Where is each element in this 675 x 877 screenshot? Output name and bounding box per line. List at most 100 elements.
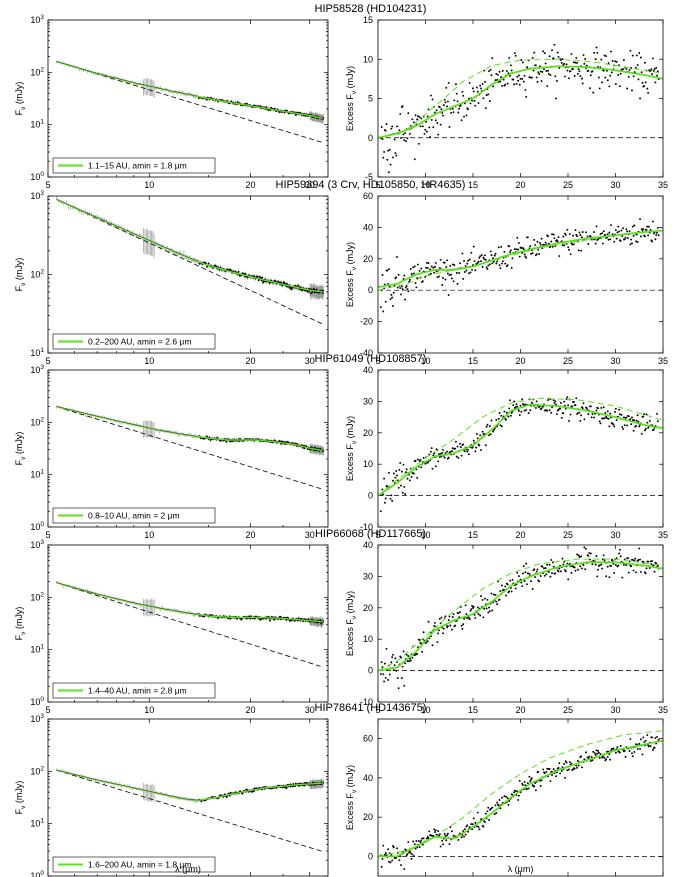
excess-point	[560, 61, 563, 64]
excess-point	[597, 76, 600, 79]
excess-point	[474, 269, 477, 272]
excess-point	[482, 825, 485, 828]
excess-plot: 5 10 15 20 25 30 35 -5 0 5 10 15 Excess Fν (mJy)	[345, 15, 668, 190]
excess-point	[384, 300, 387, 303]
excess-point	[544, 567, 547, 570]
data-point	[225, 440, 228, 443]
excess-point	[523, 74, 526, 77]
excess-point	[641, 229, 644, 232]
excess-point	[640, 71, 643, 74]
excess-point	[568, 233, 571, 235]
excess-point	[518, 83, 521, 86]
excess-point	[450, 450, 453, 453]
excess-point	[644, 81, 647, 84]
excess-point	[487, 806, 490, 809]
excess-point	[599, 233, 602, 235]
excess-point	[400, 677, 403, 680]
excess-point	[469, 102, 472, 105]
excess-point	[480, 260, 482, 263]
excess-point	[623, 238, 626, 241]
excess-point	[646, 421, 649, 424]
excess-point	[401, 665, 404, 668]
excess-point	[622, 427, 625, 430]
data-point	[290, 288, 293, 290]
excess-point	[490, 419, 493, 422]
excess-point	[552, 233, 555, 236]
excess-point	[550, 559, 553, 561]
excess-point	[480, 449, 482, 451]
excess-point	[397, 687, 400, 690]
excess-point	[529, 409, 532, 412]
excess-point	[633, 750, 636, 753]
excess-point	[403, 139, 406, 142]
excess-point	[462, 443, 465, 446]
excess-point	[455, 455, 458, 458]
excess-point	[406, 477, 409, 480]
x-tick-label: 30	[610, 180, 620, 190]
data-point	[265, 106, 268, 109]
excess-point	[484, 444, 487, 447]
y-tick-label: 10	[363, 634, 373, 644]
excess-point	[645, 228, 648, 231]
excess-point	[413, 158, 416, 161]
excess-point	[485, 607, 488, 610]
x-tick-label: 5	[45, 530, 50, 540]
excess-point	[420, 839, 423, 842]
excess-point	[477, 613, 480, 616]
excess-point	[579, 419, 582, 422]
excess-point	[517, 79, 520, 82]
excess-point	[414, 282, 417, 285]
excess-point	[451, 447, 454, 450]
excess-point	[499, 424, 502, 427]
excess-point	[468, 618, 471, 621]
sed-axes	[47, 369, 329, 528]
model-line	[377, 65, 664, 139]
excess-point	[530, 777, 533, 780]
excess-point	[468, 826, 471, 829]
excess-point	[494, 252, 497, 255]
excess-point	[639, 558, 642, 561]
observed-line	[56, 406, 198, 437]
excess-point	[653, 67, 656, 70]
excess-point	[647, 225, 650, 228]
excess-point	[420, 117, 423, 120]
excess-point	[526, 782, 529, 785]
excess-point	[499, 590, 502, 593]
data-point	[294, 285, 297, 287]
excess-point	[635, 233, 638, 236]
excess-point	[402, 463, 405, 466]
excess-point	[654, 81, 657, 84]
panel-title: HIP58528 (HD104231)	[315, 3, 427, 15]
excess-point	[608, 576, 611, 579]
excess-point	[580, 755, 583, 758]
excess-point	[422, 837, 425, 840]
excess-point	[551, 572, 553, 575]
excess-point	[502, 78, 505, 81]
excess-point	[567, 404, 570, 407]
excess-point	[477, 260, 480, 263]
excess-point	[653, 746, 656, 749]
excess-point	[404, 298, 407, 301]
excess-point	[618, 552, 621, 555]
excess-point	[572, 234, 574, 237]
x-tick-label: 10	[420, 705, 430, 715]
excess-point	[536, 568, 539, 571]
x-tick-label: 15	[468, 356, 478, 366]
excess-point	[454, 447, 457, 450]
excess-point	[612, 423, 615, 426]
excess-point	[631, 225, 634, 228]
excess-axes	[377, 369, 664, 528]
excess-point	[608, 85, 611, 88]
excess-point	[600, 563, 603, 566]
excess-point	[603, 559, 606, 562]
alt-model-line	[377, 397, 664, 496]
data-point	[229, 440, 232, 443]
excess-point	[445, 266, 448, 269]
excess-point	[564, 776, 566, 779]
excess-point	[630, 66, 633, 69]
excess-point	[514, 789, 517, 792]
excess-point	[436, 641, 439, 643]
excess-point	[643, 85, 646, 87]
excess-point	[447, 294, 450, 296]
excess-point	[594, 58, 597, 61]
